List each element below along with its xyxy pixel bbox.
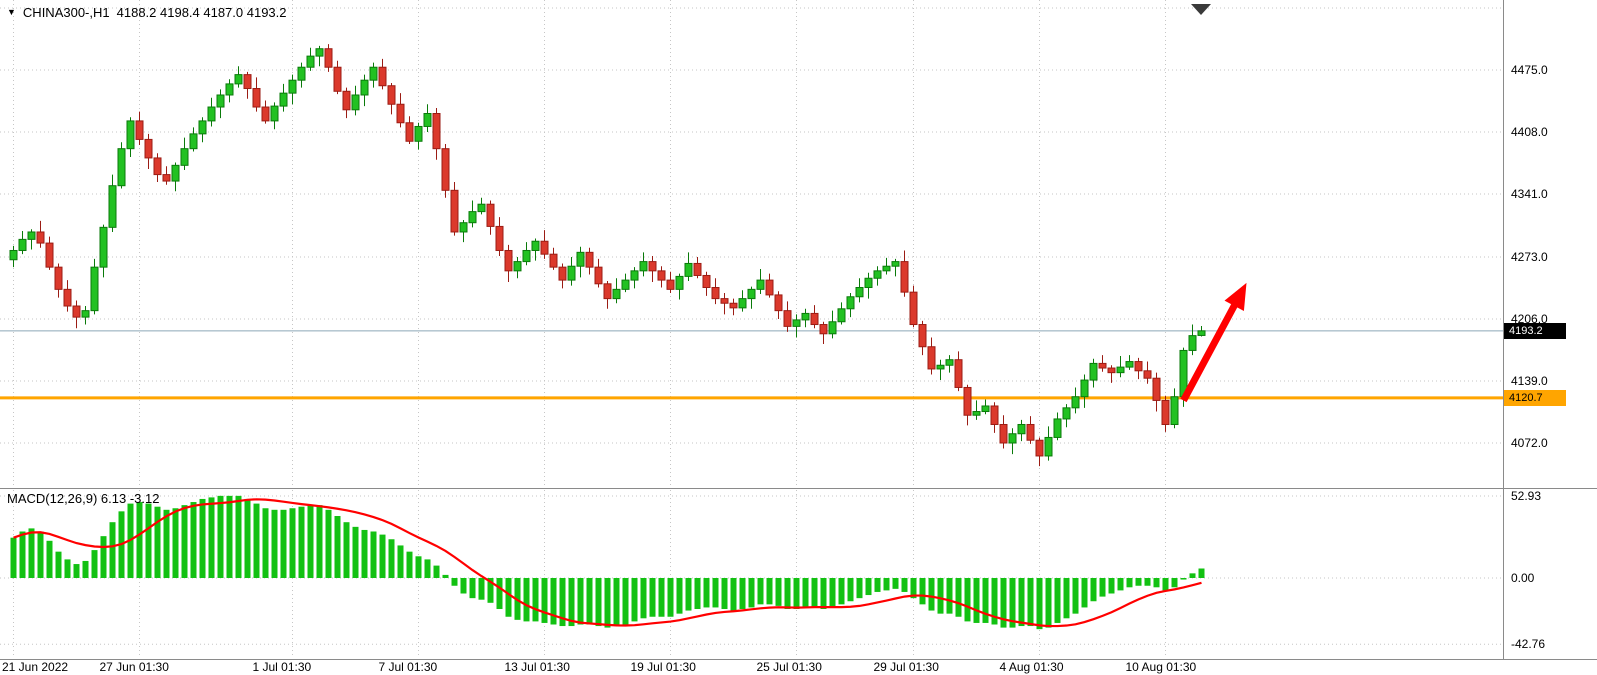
time-axis-label: 29 Jul 01:30 <box>873 660 939 674</box>
price-axis-label: 4408.0 <box>1511 125 1548 139</box>
macd-axis-label: 0.00 <box>1511 571 1535 585</box>
price-axis-label: 4475.0 <box>1511 63 1548 77</box>
macd-axis-label: 52.93 <box>1511 488 1542 503</box>
time-axis-label: 7 Jul 01:30 <box>378 660 438 674</box>
time-axis-separator <box>0 659 1597 660</box>
price-scale[interactable]: 4193.2 4120.7 4475.0 4408.0 4341.0 4273.0 42… <box>1504 0 1597 660</box>
price-axis-label: 4206.0 <box>1511 311 1548 326</box>
bid-price-badge: 4193.2 <box>1504 322 1566 339</box>
time-axis-label: 10 Aug 01:30 <box>1125 660 1197 674</box>
price-scale-separator <box>1503 0 1504 660</box>
price-axis-label: 4139.0 <box>1511 373 1548 388</box>
macd-signal-line <box>13 498 1202 628</box>
macd-histogram <box>10 495 1205 630</box>
chart-shift-marker-icon <box>1191 4 1211 15</box>
hline-price-badge: 4120.7 <box>1504 389 1566 406</box>
price-axis-label: 4341.0 <box>1511 187 1548 202</box>
symbol-title: ▼ CHINA300-,H1 4188.2 4198.4 4187.0 4193… <box>7 5 287 20</box>
price-axis-label: 4072.0 <box>1511 436 1548 450</box>
macd-axis-label: -42.76 <box>1511 637 1546 652</box>
price-lines-layer <box>0 330 1503 400</box>
trend-arrow <box>1180 282 1247 403</box>
panel-separator[interactable] <box>0 488 1597 489</box>
price-axis-label: 4273.0 <box>1511 249 1548 264</box>
time-axis-label: 25 Jul 01:30 <box>756 660 822 674</box>
time-axis-label: 19 Jul 01:30 <box>630 660 696 674</box>
time-axis-label: 13 Jul 01:30 <box>504 660 570 674</box>
time-axis-label: 21 Jun 2022 <box>2 660 69 674</box>
symbol-ohlc-values: 4188.2 4198.4 4187.0 4193.2 <box>116 5 287 20</box>
price-chart-canvas[interactable] <box>0 0 1503 660</box>
time-axis-label: 4 Aug 01:30 <box>999 660 1064 674</box>
symbol-label: CHINA300-,H1 <box>22 5 110 20</box>
grid-layer <box>0 0 1503 658</box>
candles-layer <box>9 44 1206 467</box>
time-axis[interactable]: 21 Jun 2022 27 Jun 01:30 1 Jul 01:30 7 Jul … <box>0 660 1597 675</box>
macd-indicator-label: MACD(12,26,9) 6.13 -3.12 <box>7 491 160 506</box>
time-axis-label: 27 Jun 01:30 <box>99 660 169 674</box>
symbol-marker-icon: ▼ <box>7 7 16 17</box>
time-axis-label: 1 Jul 01:30 <box>252 660 312 674</box>
